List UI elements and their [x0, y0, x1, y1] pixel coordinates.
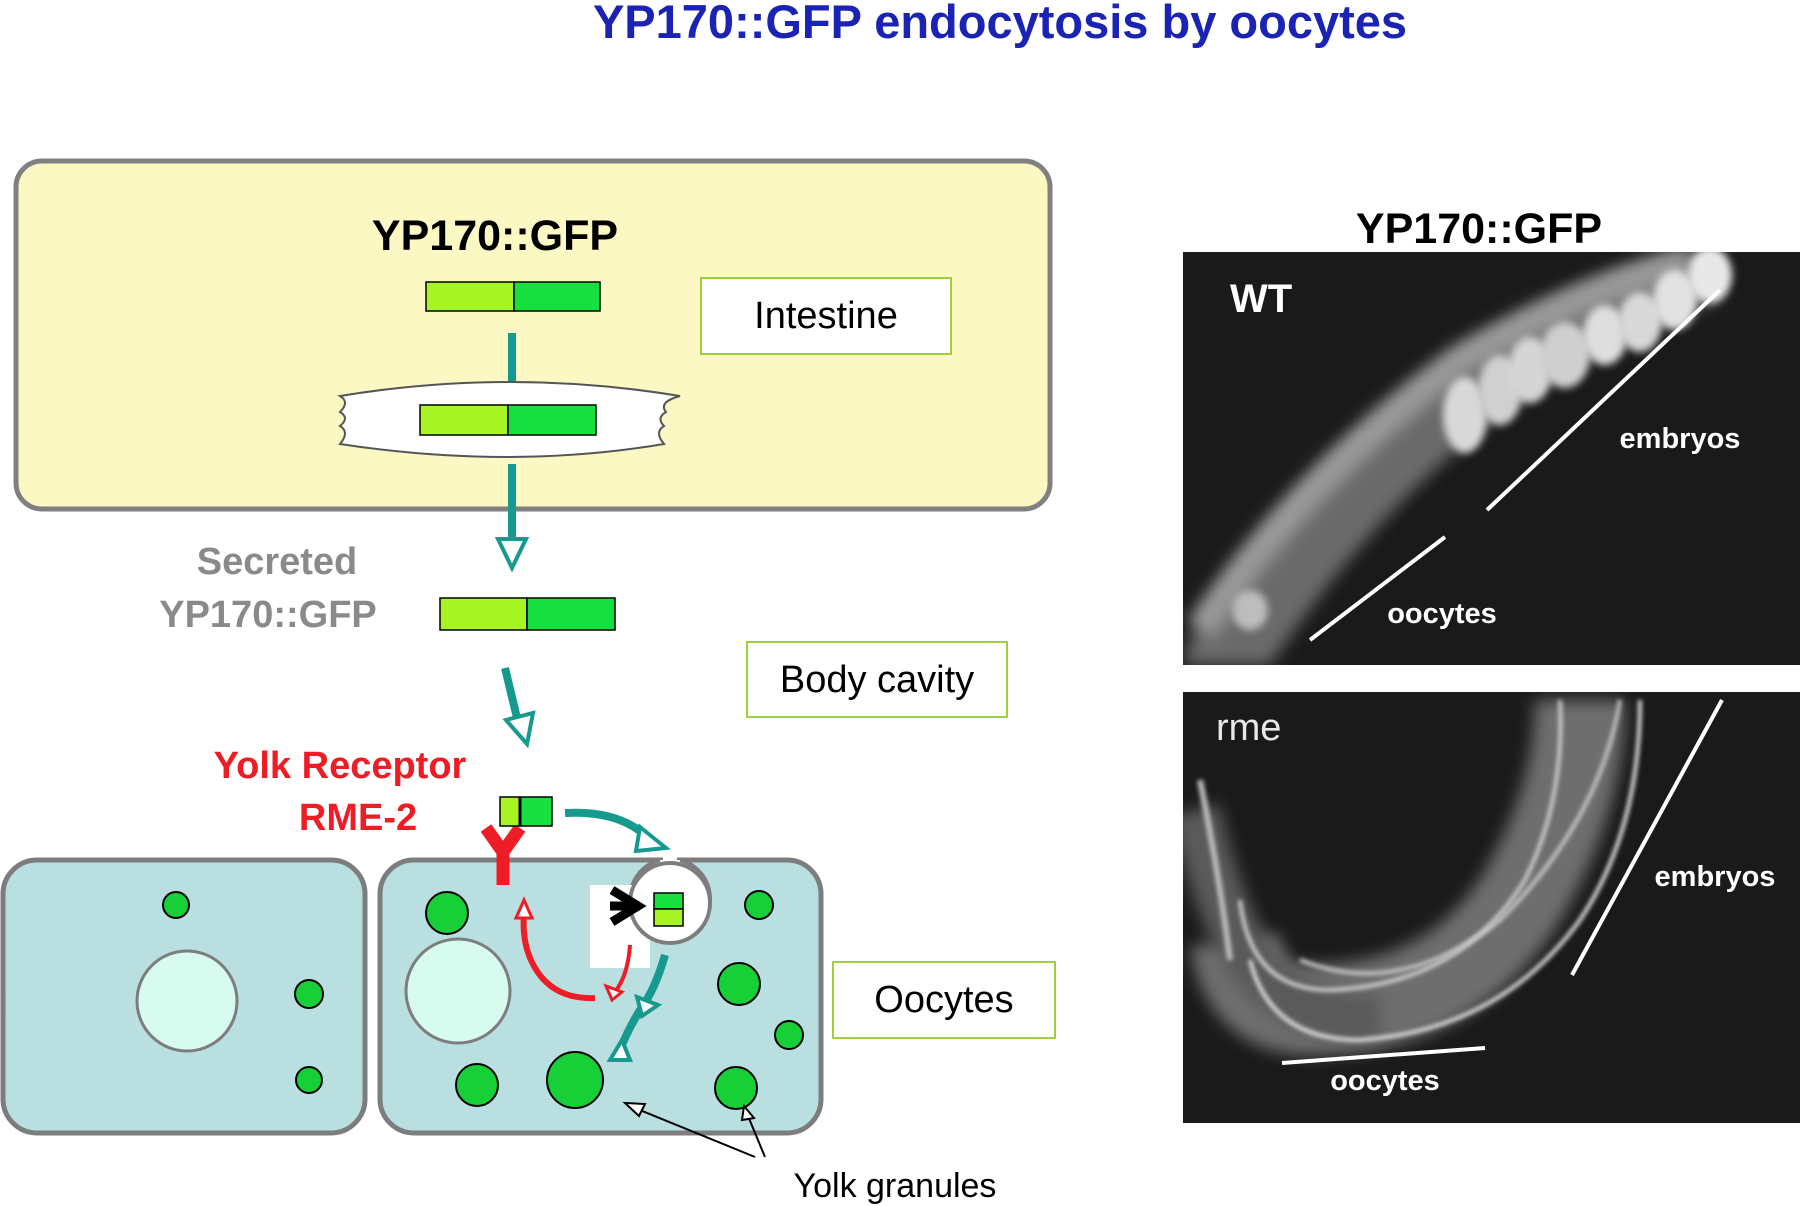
yolk-granule [425, 891, 469, 935]
uptake-arrowhead [502, 710, 536, 749]
receptor-recycling-arrowhead [513, 896, 535, 920]
micrograph-wt [1183, 252, 1800, 665]
receptor-release-arrowhead [603, 983, 625, 1003]
internalized-yp170-gfp [653, 892, 684, 927]
micrograph-wt-embryos-label: embryos [1620, 423, 1741, 455]
micrograph-wt-oocytes-label: oocytes [1387, 598, 1497, 630]
secretion-arrowhead [494, 537, 530, 573]
figure-title: YP170::GFP endocytosis by oocytes [593, 0, 1407, 48]
secreted-label-line2: YP170::GFP [159, 594, 377, 636]
yolk-granule [744, 890, 774, 920]
yp170-gfp-fusion-bar-secreted [439, 597, 616, 631]
oocytes-indicator-line [1308, 535, 1447, 642]
micrograph-rme-embryos-label: embryos [1655, 861, 1776, 893]
receptor-recycling-arrow [520, 914, 596, 1002]
oocyte-right-nucleus [404, 937, 512, 1045]
trafficking-arrowhead-lower [606, 1035, 633, 1062]
yolk-granule [714, 1066, 758, 1110]
internalization-arrow [564, 808, 651, 841]
oocytes-indicator-line [1281, 1046, 1486, 1065]
uptake-arrow-shaft [501, 667, 522, 723]
internalized-receptor-icon [609, 886, 647, 926]
oocyte-left-nucleus [135, 949, 239, 1053]
yolk-granule [455, 1063, 499, 1107]
embryos-indicator-line [1570, 699, 1724, 976]
intestine-label-box: Intestine [700, 277, 952, 355]
intestine-label: Intestine [754, 295, 898, 337]
micrograph-rme [1183, 692, 1800, 1123]
yolk-granule [546, 1051, 604, 1109]
yolk-granule [717, 962, 761, 1006]
yp170-gfp-fusion-bar-vesicle [419, 404, 597, 436]
yolk-granule [162, 891, 190, 919]
yolk-granule [294, 979, 324, 1009]
micrograph-rme-strain: rme [1216, 707, 1281, 749]
yolk-granule [295, 1066, 323, 1094]
embryos-indicator-line [1485, 288, 1722, 512]
receptor-label-line2: RME-2 [299, 797, 417, 839]
oocytes-label-box: Oocytes [832, 961, 1056, 1039]
yolk-granules-label: Yolk granules [794, 1167, 997, 1205]
body-cavity-label-box: Body cavity [746, 641, 1008, 718]
secreted-label-line1: Secreted [197, 541, 358, 583]
rme2-receptor-icon [480, 824, 526, 885]
yolk-granules-pointers [622, 1101, 766, 1158]
receptor-label-line1: Yolk Receptor [214, 745, 467, 787]
micrograph-header: YP170::GFP [1356, 205, 1602, 253]
oocyte-right [377, 857, 824, 1136]
yolk-granule [774, 1020, 804, 1050]
intestine-cell [13, 158, 1053, 512]
body-cavity-label: Body cavity [780, 659, 974, 701]
bound-yp170-gfp [499, 796, 553, 827]
internalization-arrowhead [633, 823, 672, 854]
oocytes-label: Oocytes [874, 979, 1013, 1021]
fusion-protein-label: YP170::GFP [372, 212, 618, 260]
yp170-gfp-fusion-bar-top [425, 281, 601, 312]
micrograph-rme-oocytes-label: oocytes [1330, 1065, 1440, 1097]
trafficking-arrowhead-upper [634, 993, 663, 1020]
micrograph-wt-strain: WT [1230, 277, 1292, 321]
